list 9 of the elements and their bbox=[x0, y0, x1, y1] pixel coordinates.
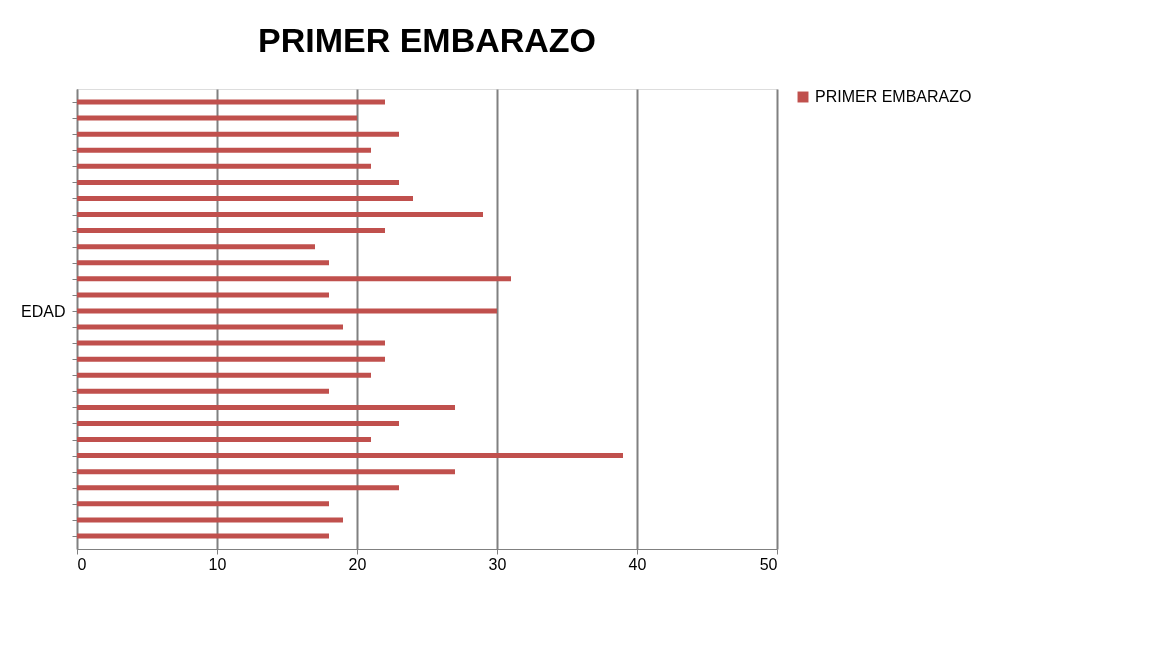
legend-label: PRIMER EMBARAZO bbox=[815, 88, 972, 105]
y-axis-title: EDAD bbox=[21, 302, 66, 320]
x-tick-label: 20 bbox=[348, 555, 367, 573]
x-tick-label: 10 bbox=[208, 555, 227, 573]
x-tick-label: 30 bbox=[488, 555, 507, 573]
chart-title: PRIMER EMBARAZO bbox=[257, 21, 597, 59]
x-tick-label: 0 bbox=[77, 555, 87, 573]
x-tick-label: 40 bbox=[628, 555, 647, 573]
x-tick-label: 50 bbox=[759, 555, 778, 573]
